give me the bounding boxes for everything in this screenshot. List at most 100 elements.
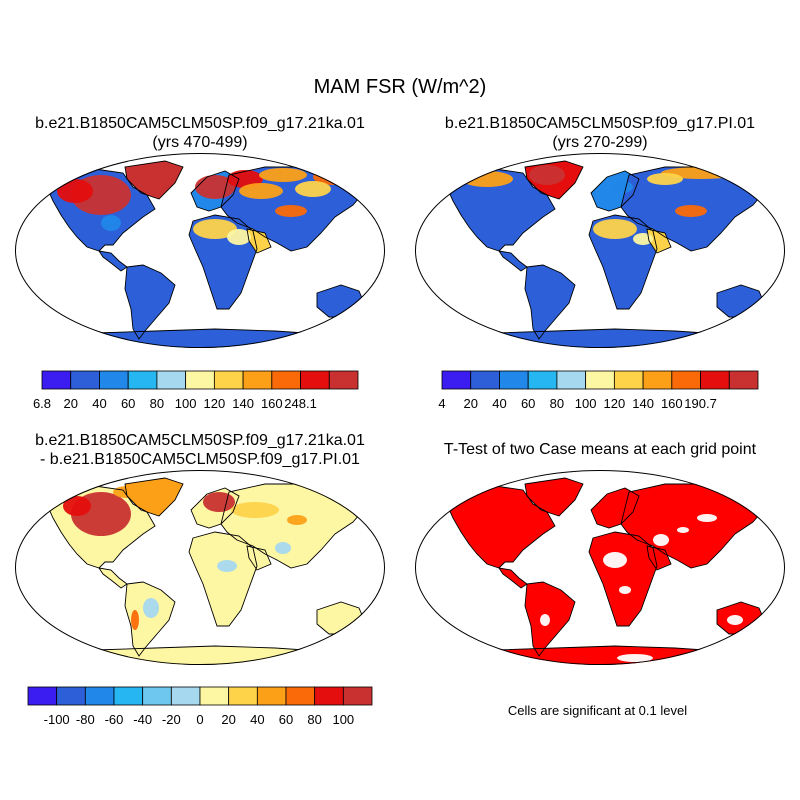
region-centralAmerica xyxy=(99,568,127,588)
panel-4-title-line1: T-Test of two Case means at each grid po… xyxy=(443,441,757,458)
colorbar-label: 140 xyxy=(632,396,654,411)
map-border xyxy=(415,153,785,348)
colorbar-label: 4 xyxy=(438,396,445,411)
region-southAmerica xyxy=(125,265,175,339)
colorbar-2: 4 20 40 60 80 100 120 140 160 190.7 xyxy=(438,370,759,411)
region-centralAmerica xyxy=(499,568,527,588)
colorbar-label: 80 xyxy=(150,396,164,411)
value-patch xyxy=(647,173,683,185)
colorbar-label: 60 xyxy=(521,396,535,411)
coastline-arabia xyxy=(646,228,672,254)
value-patch xyxy=(529,165,565,185)
value-patch xyxy=(677,527,689,533)
colorbar-box xyxy=(285,686,316,706)
value-patch xyxy=(275,542,291,554)
colorbar-label: 20 xyxy=(63,396,77,411)
value-patch xyxy=(727,615,743,625)
colorbar-box xyxy=(156,370,187,390)
value-patch xyxy=(540,614,550,626)
colorbar-box xyxy=(671,370,701,390)
value-patch xyxy=(287,515,307,525)
colorbar-box xyxy=(170,686,201,706)
region-antarctica xyxy=(45,646,360,665)
colorbar-box xyxy=(271,370,301,390)
coastline-europe xyxy=(590,170,640,212)
colorbar-label: 40 xyxy=(92,396,106,411)
coastline-southAmerica xyxy=(124,581,176,657)
panel-4-title: T-Test of two Case means at each grid po… xyxy=(402,440,798,459)
value-patch xyxy=(193,219,237,239)
significance-note: Cells are significant at 0.1 level xyxy=(507,703,688,718)
coastline-africa xyxy=(588,531,658,627)
value-patch xyxy=(593,219,637,239)
panel-3-title-line1: b.e21.B1850CAM5CLM50SP.f09_g17.21ka.01 xyxy=(35,432,365,449)
colorbar-box xyxy=(314,686,344,706)
colorbar-label: 100 xyxy=(575,396,597,411)
colorbar-label: 20 xyxy=(221,712,235,727)
colorbar-box xyxy=(556,370,587,390)
colorbar-label: 120 xyxy=(604,396,626,411)
colorbar-label: -40 xyxy=(133,712,152,727)
colorbar-label: 160 xyxy=(261,396,283,411)
colorbar-box xyxy=(127,370,158,390)
colorbar-label: 80 xyxy=(550,396,564,411)
value-patch xyxy=(217,560,237,572)
colorbar-label: 248.1 xyxy=(284,396,317,411)
panel-1-title-line1: b.e21.B1850CAM5CLM50SP.f09_g17.21ka.01 xyxy=(35,115,365,132)
colorbar-box xyxy=(113,686,144,706)
colorbar-label: 80 xyxy=(307,712,321,727)
panel-3-title-line2: - b.e21.B1850CAM5CLM50SP.f09_g17.PI.01 xyxy=(40,451,360,468)
region-northAmerica xyxy=(445,486,555,568)
value-patch xyxy=(63,496,91,516)
colorbar-box xyxy=(99,370,129,390)
coastline-southAmerica xyxy=(524,264,576,340)
coastline-centralAmerica xyxy=(498,250,528,272)
colorbar-box xyxy=(228,686,258,706)
region-centralAmerica xyxy=(99,251,127,271)
panel-2-title-line1: b.e21.B1850CAM5CLM50SP.f09_g17.PI.01 xyxy=(444,115,756,132)
colorbar-box xyxy=(470,370,500,390)
colorbar-label: -20 xyxy=(162,712,181,727)
coastline-africa xyxy=(588,214,658,310)
value-patch xyxy=(619,586,631,594)
value-patch xyxy=(195,175,235,199)
colorbar-box xyxy=(613,370,644,390)
colorbar-box xyxy=(441,370,472,390)
value-patch xyxy=(131,610,139,630)
coastline-northAmerica xyxy=(444,485,556,569)
colorbar-label: 100 xyxy=(175,396,197,411)
colorbar-box xyxy=(585,370,615,390)
coastline-europe xyxy=(190,487,240,529)
region-northAmerica xyxy=(445,169,555,251)
region-centralAmerica xyxy=(499,251,527,271)
value-patch xyxy=(603,552,627,568)
colorbar-box xyxy=(41,370,72,390)
colorbar-label: 100 xyxy=(332,712,354,727)
colorbar-label: 0 xyxy=(196,712,203,727)
value-patches xyxy=(540,514,743,662)
colorbar-label: 40 xyxy=(492,396,506,411)
colorbar-label: 40 xyxy=(250,712,264,727)
colorbar-box xyxy=(185,370,215,390)
region-southAmerica xyxy=(525,582,575,656)
colorbar-box xyxy=(700,370,730,390)
panel-1-title: b.e21.B1850CAM5CLM50SP.f09_g17.21ka.01 (… xyxy=(2,114,398,152)
coastline-northAmerica xyxy=(44,485,156,569)
colorbar-box xyxy=(328,370,359,390)
colorbar-box xyxy=(342,686,373,706)
panel-2-title: b.e21.B1850CAM5CLM50SP.f09_g17.PI.01 (yr… xyxy=(402,114,798,152)
coastline-europe xyxy=(590,487,640,529)
coastline-europe xyxy=(190,170,240,212)
coastline-africa xyxy=(188,531,258,627)
region-africa xyxy=(189,532,257,626)
coastline-northAmerica xyxy=(444,168,556,252)
coastline-southAmerica xyxy=(524,581,576,657)
panel-3-title: b.e21.B1850CAM5CLM50SP.f09_g17.21ka.01 -… xyxy=(2,431,398,469)
map-border xyxy=(415,470,785,665)
colorbar-label: -100 xyxy=(44,712,70,727)
map-border xyxy=(15,470,385,665)
colorbar-label: 190.7 xyxy=(684,396,717,411)
colorbar-box xyxy=(728,370,759,390)
coastline-centralAmerica xyxy=(98,567,128,589)
value-patch xyxy=(697,514,717,522)
